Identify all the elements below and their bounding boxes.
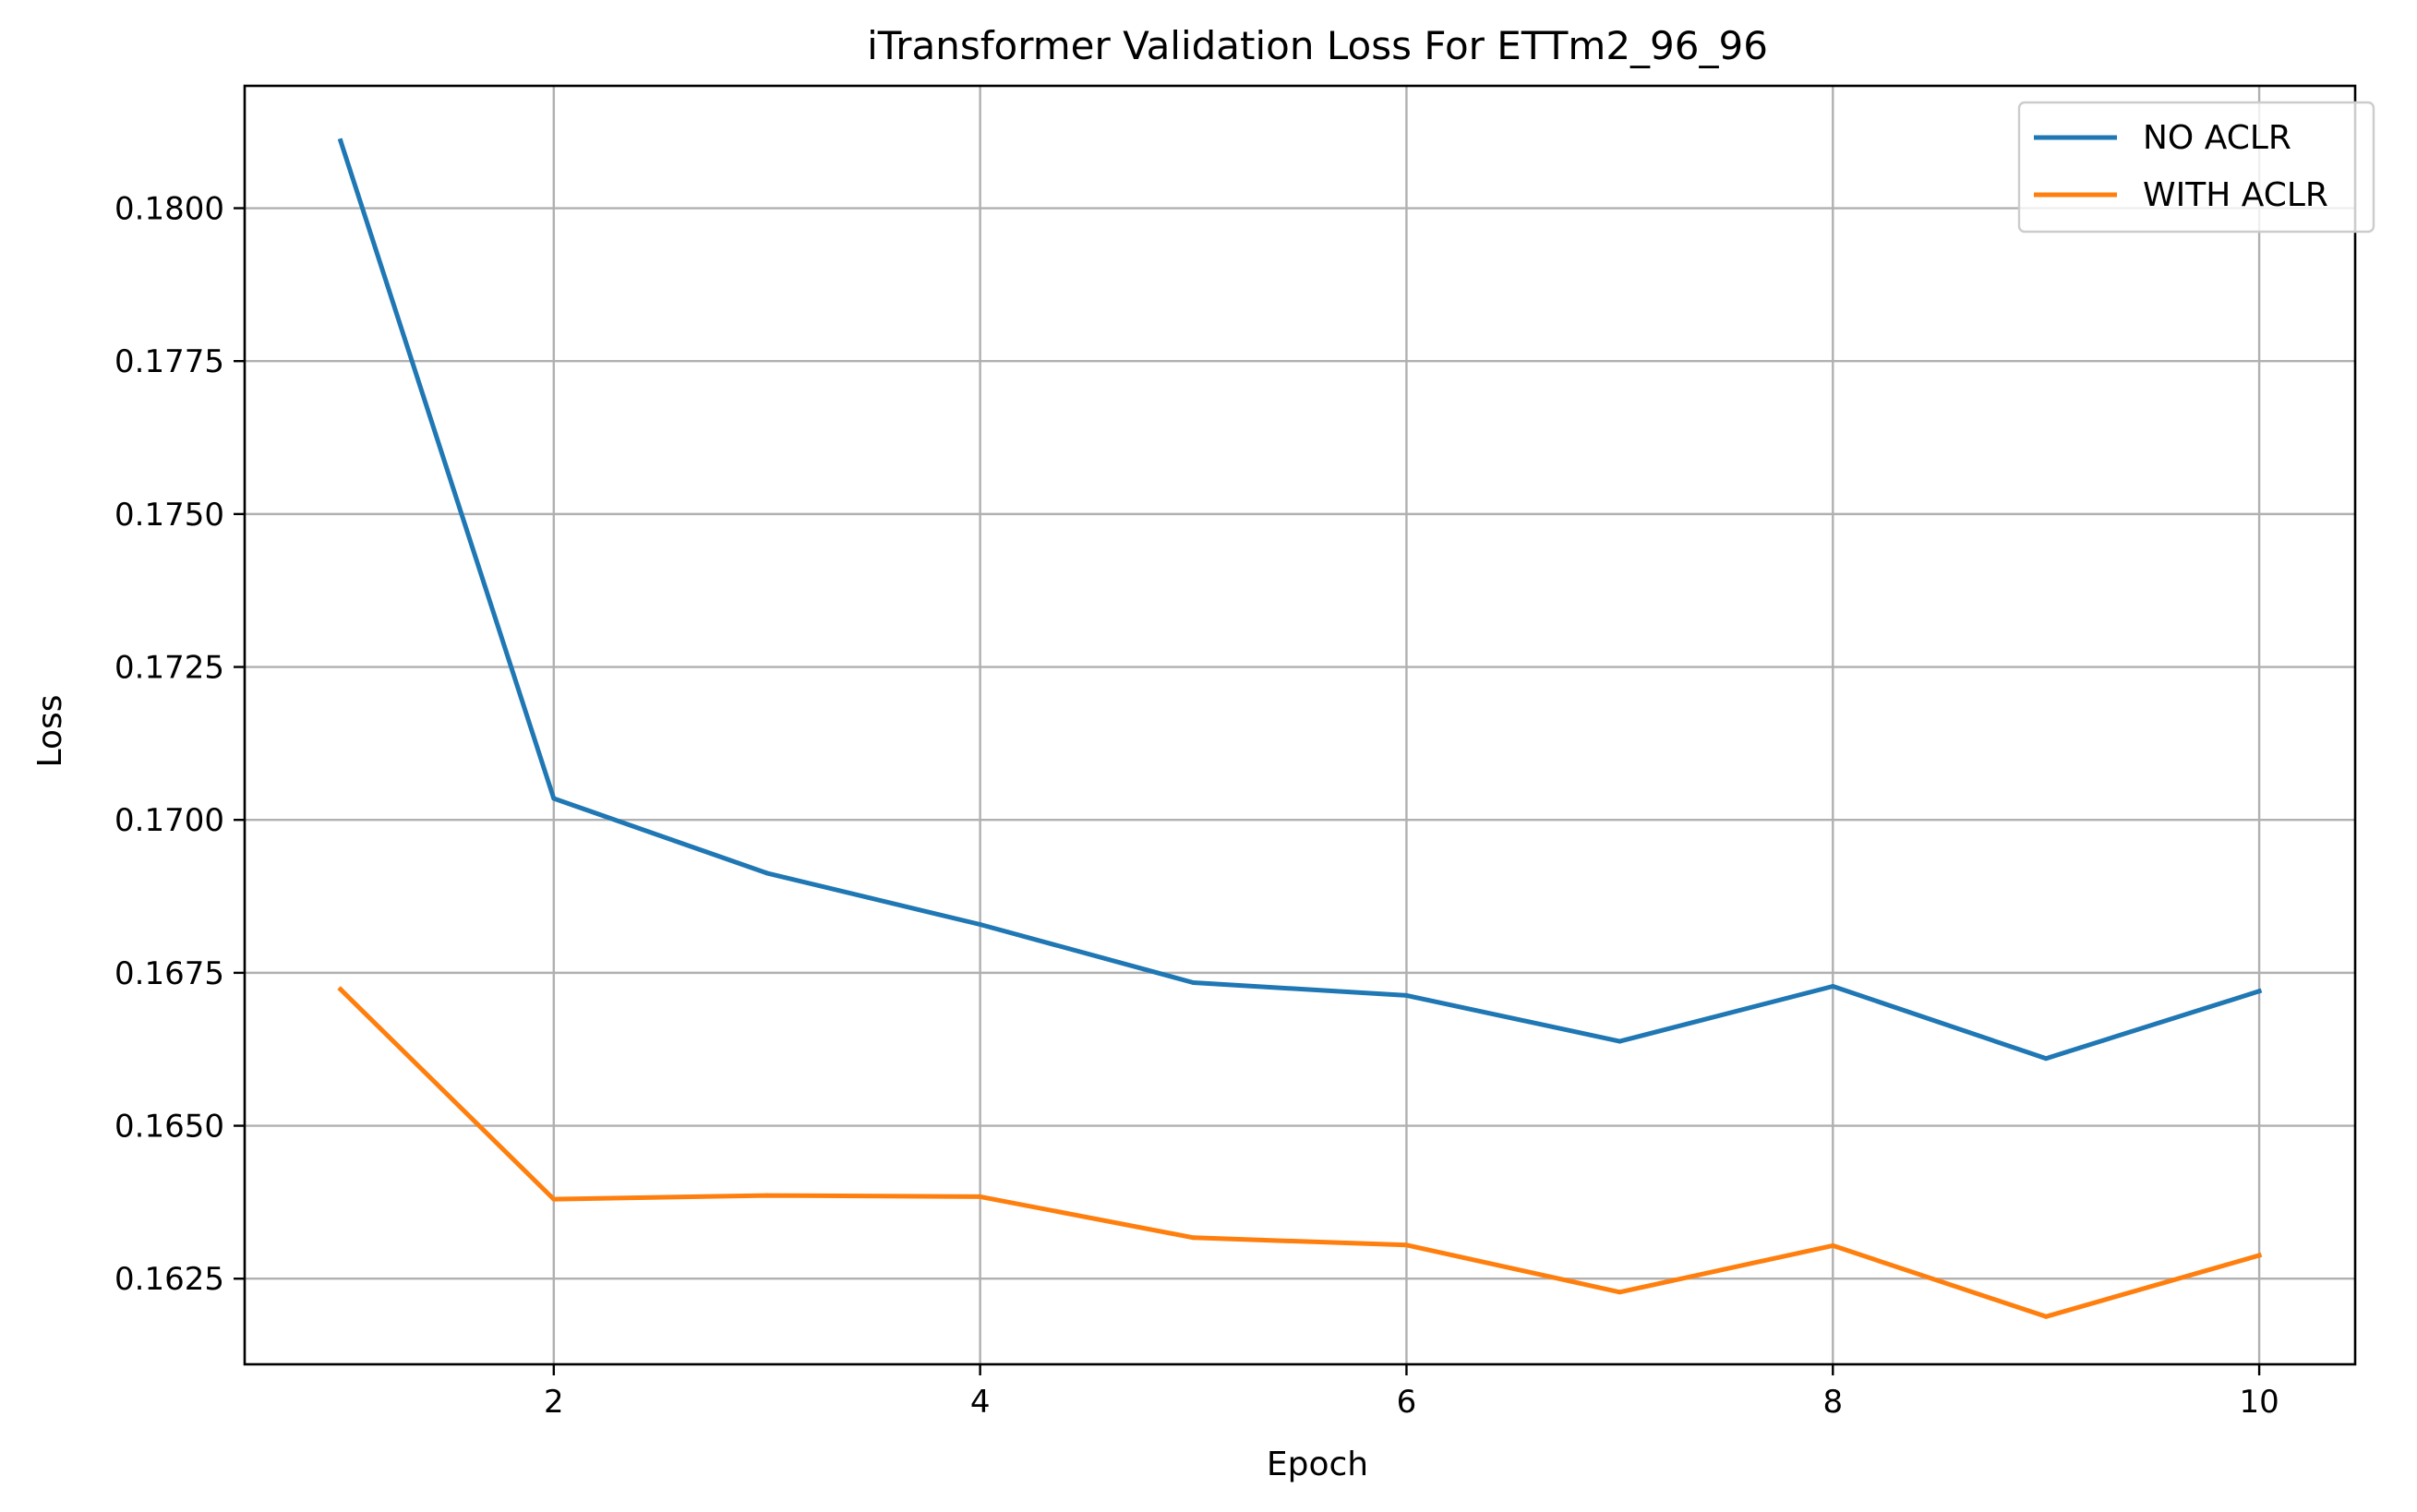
data-point — [1403, 992, 1409, 998]
y-tick-label: 0.1725 — [114, 650, 224, 687]
y-axis-label: Loss — [31, 695, 69, 768]
series-line-no-aclr — [337, 138, 2263, 1062]
plot-area — [243, 84, 2357, 1366]
x-axis-label: Epoch — [1267, 1446, 1368, 1483]
data-point — [1403, 1242, 1409, 1248]
y-tick-label: 0.1650 — [114, 1109, 224, 1146]
data-point — [978, 1194, 983, 1199]
y-tick-label: 0.1625 — [114, 1261, 224, 1298]
legend-label-no-aclr: NO ACLR — [2143, 119, 2291, 157]
data-point — [1617, 1038, 1622, 1044]
x-tick-label: 8 — [1822, 1384, 1843, 1421]
series-lines — [337, 138, 2263, 1319]
axis-ticks: 2 4 6 8 10 0.1625 0.1650 0.1675 0.1700 0.1725 0.17… — [114, 191, 2279, 1421]
x-tick-label: 4 — [970, 1384, 991, 1421]
data-point — [978, 922, 983, 928]
data-point — [2043, 1314, 2049, 1319]
data-point — [1830, 983, 1835, 989]
y-tick-label: 0.1675 — [114, 955, 224, 992]
chart-title: iTransformer Validation Loss For ETTm2_9… — [867, 23, 1768, 68]
data-point — [2256, 1253, 2262, 1258]
y-tick-label: 0.1700 — [114, 802, 224, 839]
data-point — [551, 796, 557, 801]
data-point — [2043, 1056, 2049, 1062]
data-point — [1617, 1290, 1622, 1295]
data-point — [338, 987, 343, 992]
y-tick-label: 0.1800 — [114, 191, 224, 228]
legend-label-with-aclr: WITH ACLR — [2143, 176, 2328, 214]
data-point — [1191, 1235, 1196, 1241]
data-point — [338, 138, 343, 144]
legend: NO ACLR WITH ACLR — [2017, 101, 2375, 234]
data-point — [1191, 979, 1196, 985]
data-point — [2256, 989, 2262, 994]
legend-box — [2017, 101, 2375, 234]
y-tick-label: 0.1750 — [114, 497, 224, 534]
x-tick-label: 2 — [544, 1384, 564, 1421]
data-point — [551, 1196, 557, 1202]
data-point — [1830, 1242, 1835, 1248]
data-point — [764, 870, 770, 876]
data-point — [764, 1193, 770, 1198]
grid-lines — [245, 86, 2355, 1364]
x-tick-label: 10 — [2239, 1384, 2279, 1421]
series-line-with-aclr — [337, 986, 2263, 1319]
x-tick-label: 6 — [1397, 1384, 1417, 1421]
y-tick-label: 0.1775 — [114, 343, 224, 380]
